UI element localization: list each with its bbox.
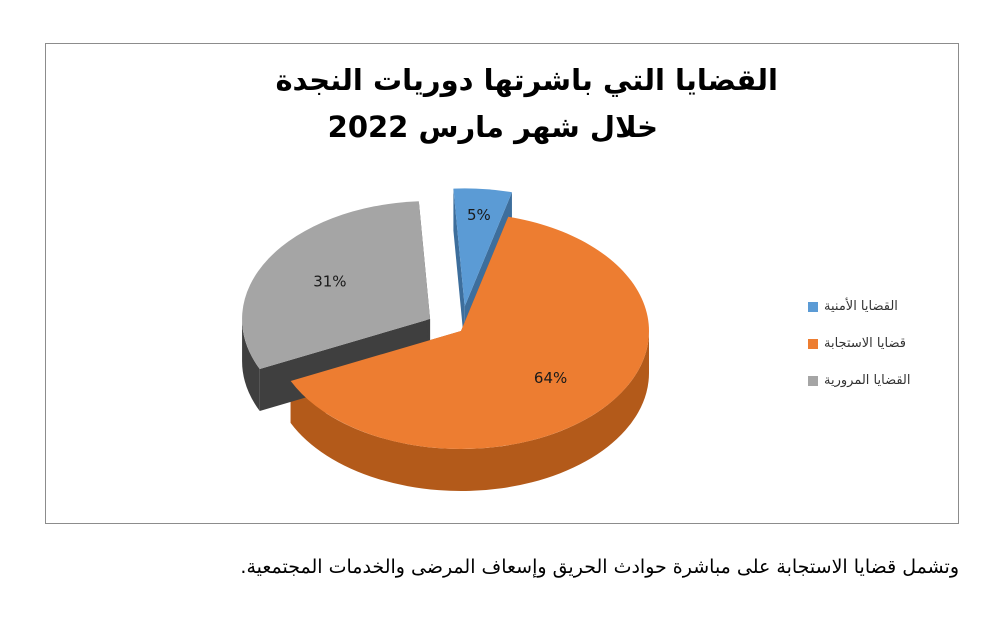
footnote-text: وتشمل قضايا الاستجابة على مباشرة حوادث ا… <box>240 556 959 578</box>
chart-legend: القضايا الأمنية قضايا الاستجابة القضايا … <box>808 288 958 399</box>
legend-swatch-traffic <box>808 375 818 386</box>
chart-title: القضايا التي باشرتها دوريات النجدة <box>275 63 778 97</box>
pie-wall-response-0 <box>290 331 649 491</box>
legend-item-security: القضايا الأمنية <box>808 288 958 325</box>
pie-tops <box>242 188 649 449</box>
pie-slice-security <box>453 188 512 307</box>
legend-swatch-response <box>808 338 818 349</box>
pie-wall-traffic-0 <box>242 319 260 411</box>
legend-label-response: قضايا الاستجابة <box>824 336 906 351</box>
legend-label-security: القضايا الأمنية <box>824 299 898 314</box>
legend-label-traffic: القضايا المرورية <box>824 373 911 388</box>
pie-chart: 5% 64% 31% <box>242 188 649 491</box>
legend-swatch-security <box>808 301 818 312</box>
legend-item-traffic: القضايا المرورية <box>808 362 958 399</box>
data-label-security: 5% <box>467 206 491 224</box>
pie-slice-response <box>290 216 649 449</box>
data-label-traffic: 31% <box>313 273 346 291</box>
legend-item-response: قضايا الاستجابة <box>808 325 958 362</box>
chart-subtitle: خلال شهر مارس 2022 <box>327 110 658 144</box>
data-label-response: 64% <box>534 369 567 387</box>
pie-cut-face-security-0 <box>453 188 465 349</box>
chart-area: القضايا التي باشرتها دوريات النجدة خلال … <box>45 43 959 524</box>
pie-labels: 5% 64% 31% <box>313 206 567 387</box>
pie-slice-traffic <box>242 201 431 369</box>
